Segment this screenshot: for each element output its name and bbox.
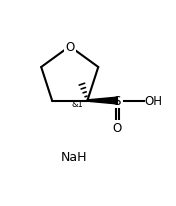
Text: O: O xyxy=(65,41,74,54)
Text: OH: OH xyxy=(145,95,163,108)
Text: O: O xyxy=(113,122,122,135)
Text: &1: &1 xyxy=(71,99,83,108)
Text: S: S xyxy=(114,95,121,108)
Text: NaH: NaH xyxy=(61,151,87,163)
Polygon shape xyxy=(87,98,117,104)
